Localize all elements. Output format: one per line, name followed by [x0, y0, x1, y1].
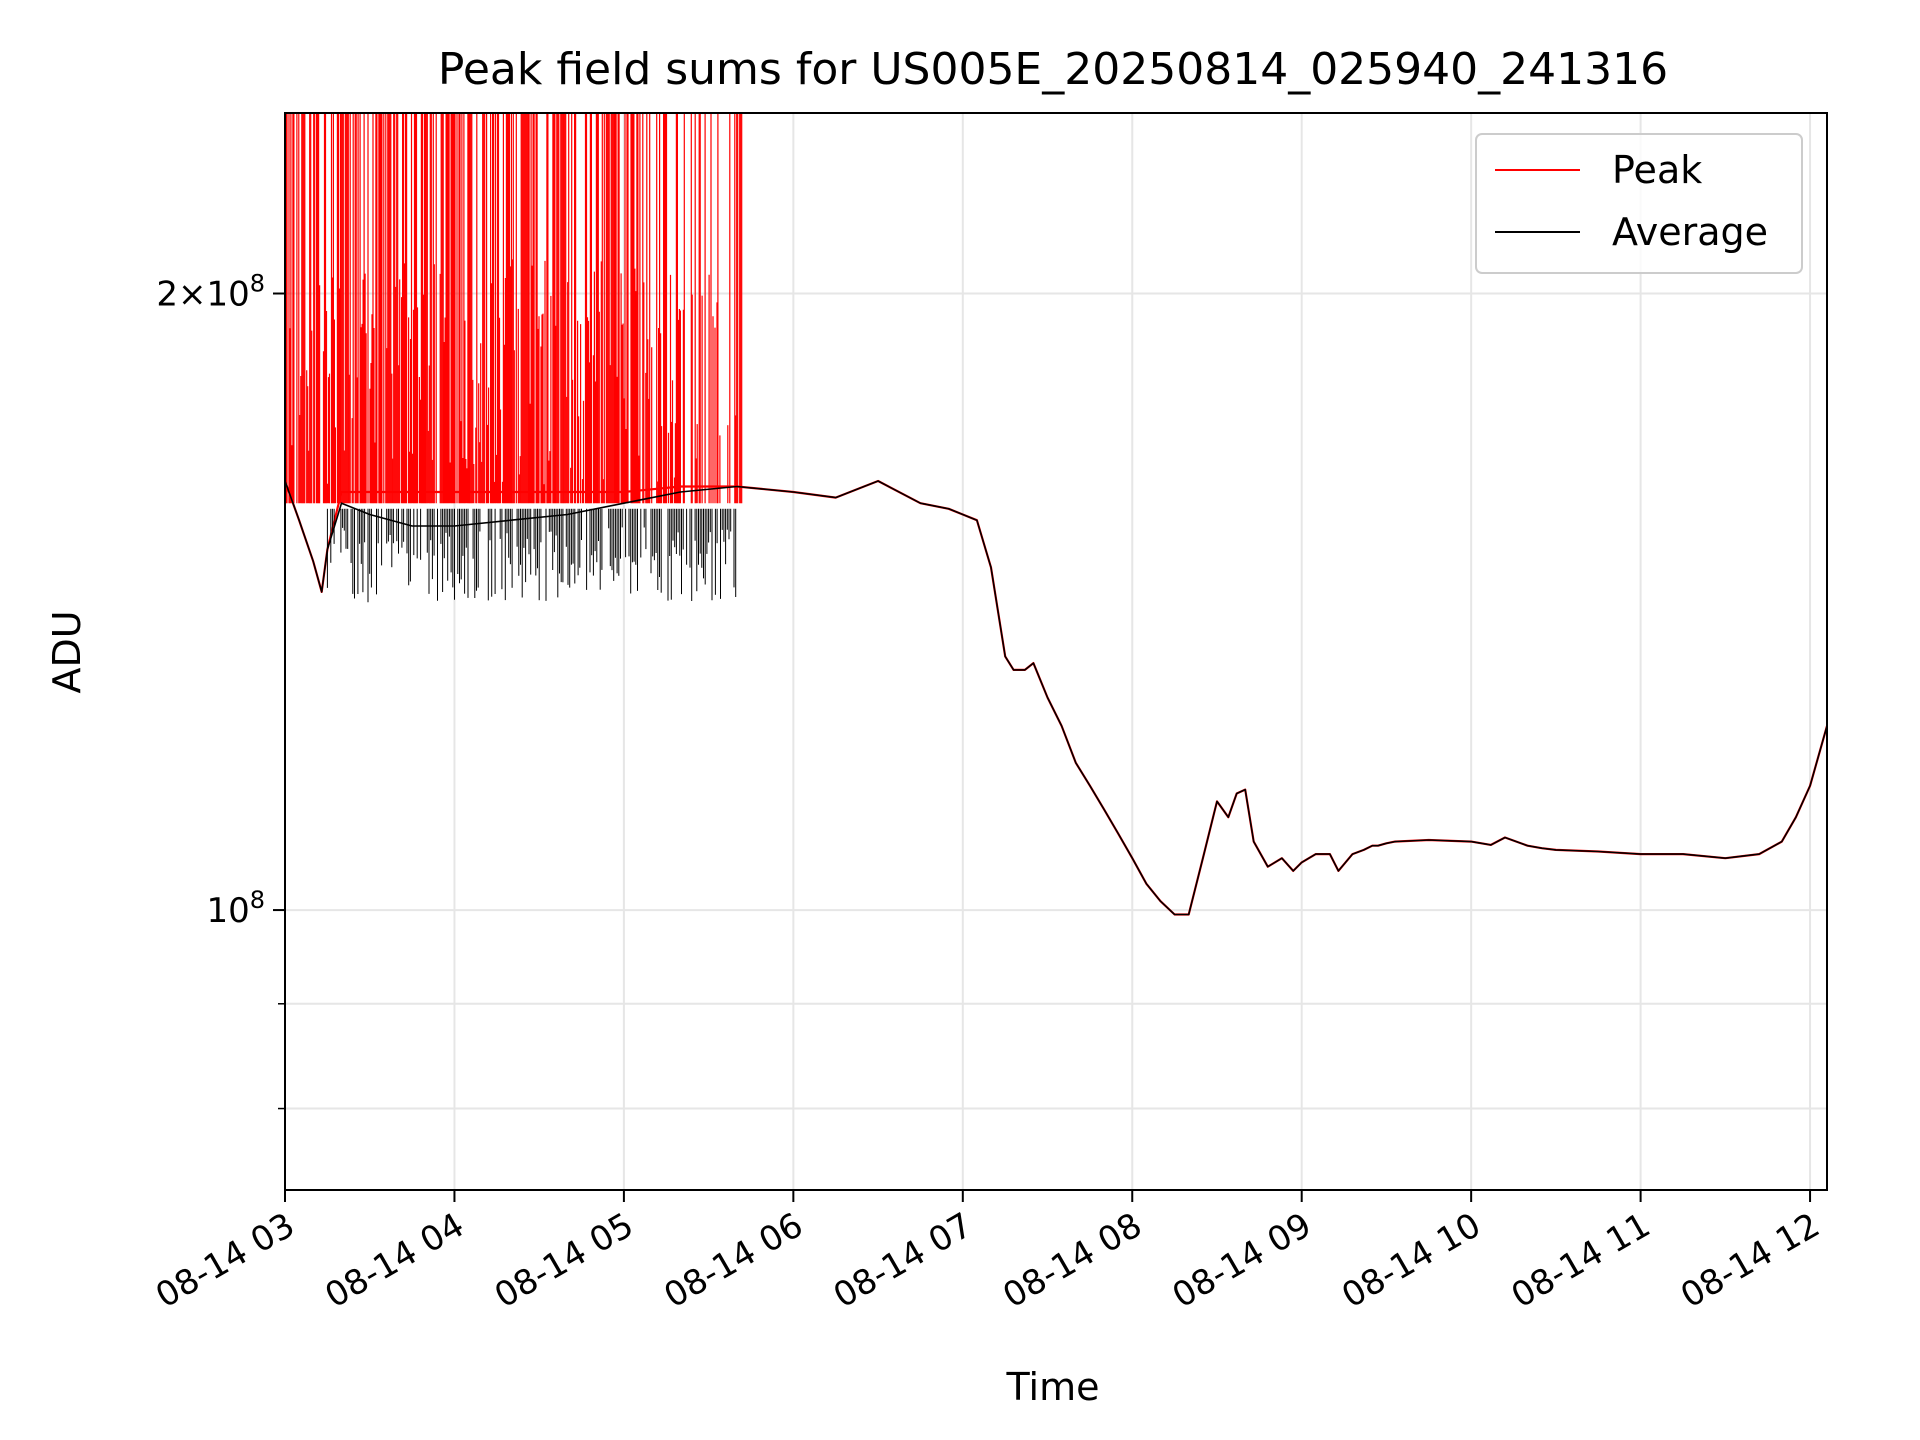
y-axis: 2×108 108	[156, 270, 285, 1110]
chart-title: Peak field sums for US005E_20250814_0259…	[438, 44, 1668, 95]
peak-spikes	[285, 113, 743, 504]
y-tick-label: 108	[206, 886, 265, 931]
y-axis-label: ADU	[45, 610, 89, 693]
plot-area	[285, 113, 1827, 916]
y-tick-label: 2×108	[156, 270, 265, 315]
legend: Peak Average	[1475, 133, 1803, 274]
legend-peak-label: Peak	[1612, 148, 1702, 192]
legend-average-label: Average	[1612, 210, 1768, 254]
plot-frame	[284, 112, 1828, 1191]
average-dips	[326, 508, 737, 603]
series-layer	[285, 113, 1827, 916]
x-axis-label: Time	[1006, 1365, 1100, 1409]
grid	[284, 113, 1827, 1190]
series-average-line	[285, 480, 1827, 916]
legend-box	[1475, 133, 1803, 274]
